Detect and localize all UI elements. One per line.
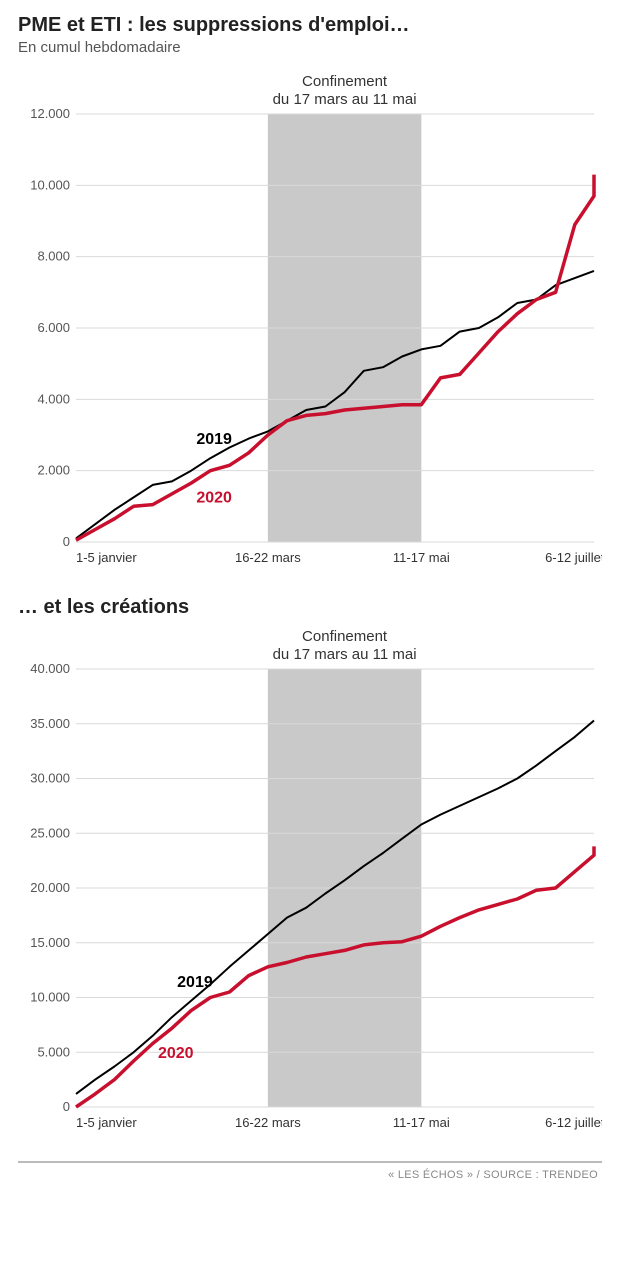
confinement-label-2: du 17 mars au 11 mai: [273, 646, 417, 663]
source-footer: « LES ÉCHOS » / SOURCE : TRENDEO: [18, 1161, 602, 1183]
y-tick-label: 10.000: [30, 177, 70, 192]
x-tick-label: 6-12 juillet: [545, 1115, 602, 1130]
x-tick-label: 11-17 mai: [393, 1115, 450, 1130]
x-tick-label: 16-22 mars: [235, 550, 301, 565]
y-tick-label: 25.000: [30, 825, 70, 840]
chart1-title: PME et ETI : les suppressions d'emploi…: [18, 14, 602, 37]
label-2019: 2019: [196, 431, 232, 448]
y-tick-label: 30.000: [30, 771, 70, 786]
label-2019: 2019: [177, 974, 213, 991]
y-tick-label: 10.000: [30, 990, 70, 1005]
y-tick-label: 4.000: [37, 391, 70, 406]
chart1-subtitle: En cumul hebdomadaire: [18, 39, 602, 56]
chart1-svg: Confinementdu 17 mars au 11 mai 0 2.000 4.0…: [18, 66, 602, 576]
y-tick-label: 0: [63, 534, 70, 549]
y-tick-label: 8.000: [37, 249, 70, 264]
y-tick-label: 6.000: [37, 320, 70, 335]
x-tick-label: 16-22 mars: [235, 1115, 301, 1130]
y-tick-label: 15.000: [30, 935, 70, 950]
chart-suppressions: PME et ETI : les suppressions d'emploi… …: [18, 14, 602, 576]
y-tick-label: 2.000: [37, 463, 70, 478]
x-tick-label: 1-5 janvier: [76, 550, 137, 565]
y-tick-label: 12.000: [30, 106, 70, 121]
y-tick-label: 40.000: [30, 661, 70, 676]
chart2-svg: Confinementdu 17 mars au 11 mai 0 5.000 10.…: [18, 621, 602, 1141]
x-tick-label: 1-5 janvier: [76, 1115, 137, 1130]
label-2020: 2020: [196, 490, 232, 507]
figure-container: PME et ETI : les suppressions d'emploi… …: [0, 0, 620, 1191]
x-tick-label: 6-12 juillet: [545, 550, 602, 565]
chart-creations: … et les créations Confinementdu 17 mars…: [18, 596, 602, 1141]
confinement-label-2: du 17 mars au 11 mai: [273, 91, 417, 108]
confinement-label-1: Confinement: [302, 628, 388, 645]
confinement-label-1: Confinement: [302, 73, 388, 90]
y-tick-label: 5.000: [37, 1044, 70, 1059]
y-tick-label: 20.000: [30, 880, 70, 895]
label-2020: 2020: [158, 1045, 194, 1062]
chart2-title: … et les créations: [18, 596, 602, 619]
y-tick-label: 0: [63, 1099, 70, 1114]
y-tick-label: 35.000: [30, 716, 70, 731]
x-tick-label: 11-17 mai: [393, 550, 450, 565]
